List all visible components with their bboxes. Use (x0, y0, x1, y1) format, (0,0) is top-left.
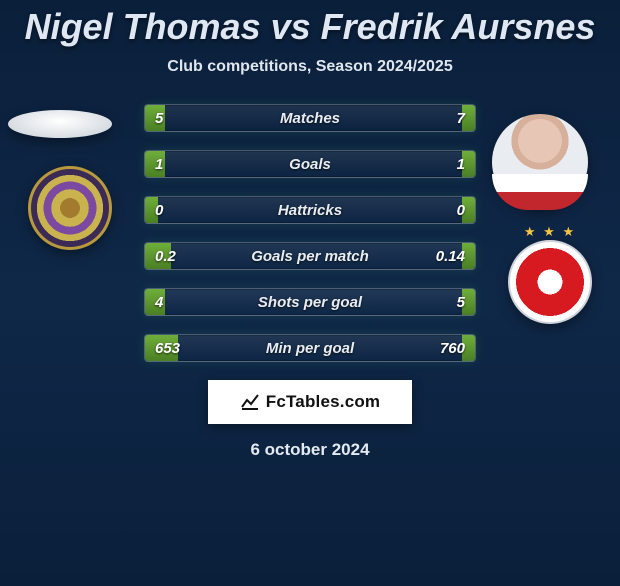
player-left-club-crest (28, 166, 112, 250)
stat-label: Goals (145, 151, 475, 177)
stat-row: 57Matches (144, 104, 476, 132)
snapshot-date: 6 october 2024 (0, 440, 620, 460)
comparison-stage: 57Matches 11Goals 00Hattricks 0.20.14Goals … (0, 104, 620, 362)
stat-label: Matches (145, 105, 475, 131)
stat-row: 0.20.14Goals per match (144, 242, 476, 270)
stat-label: Hattricks (145, 197, 475, 223)
branding-text: FcTables.com (266, 392, 381, 412)
stat-label: Shots per goal (145, 289, 475, 315)
stat-label: Min per goal (145, 335, 475, 361)
stat-row: 11Goals (144, 150, 476, 178)
stat-row: 45Shots per goal (144, 288, 476, 316)
player-right-club-crest (508, 240, 592, 324)
comparison-title: Nigel Thomas vs Fredrik Aursnes (0, 6, 620, 48)
stat-row: 00Hattricks (144, 196, 476, 224)
chart-icon (240, 392, 260, 412)
stat-row: 653760Min per goal (144, 334, 476, 362)
comparison-subtitle: Club competitions, Season 2024/2025 (0, 58, 620, 76)
stat-label: Goals per match (145, 243, 475, 269)
stat-bars: 57Matches 11Goals 00Hattricks 0.20.14Goals … (144, 104, 476, 362)
branding-badge: FcTables.com (208, 380, 412, 424)
player-right-avatar (492, 114, 588, 210)
player-left-avatar (8, 110, 112, 138)
